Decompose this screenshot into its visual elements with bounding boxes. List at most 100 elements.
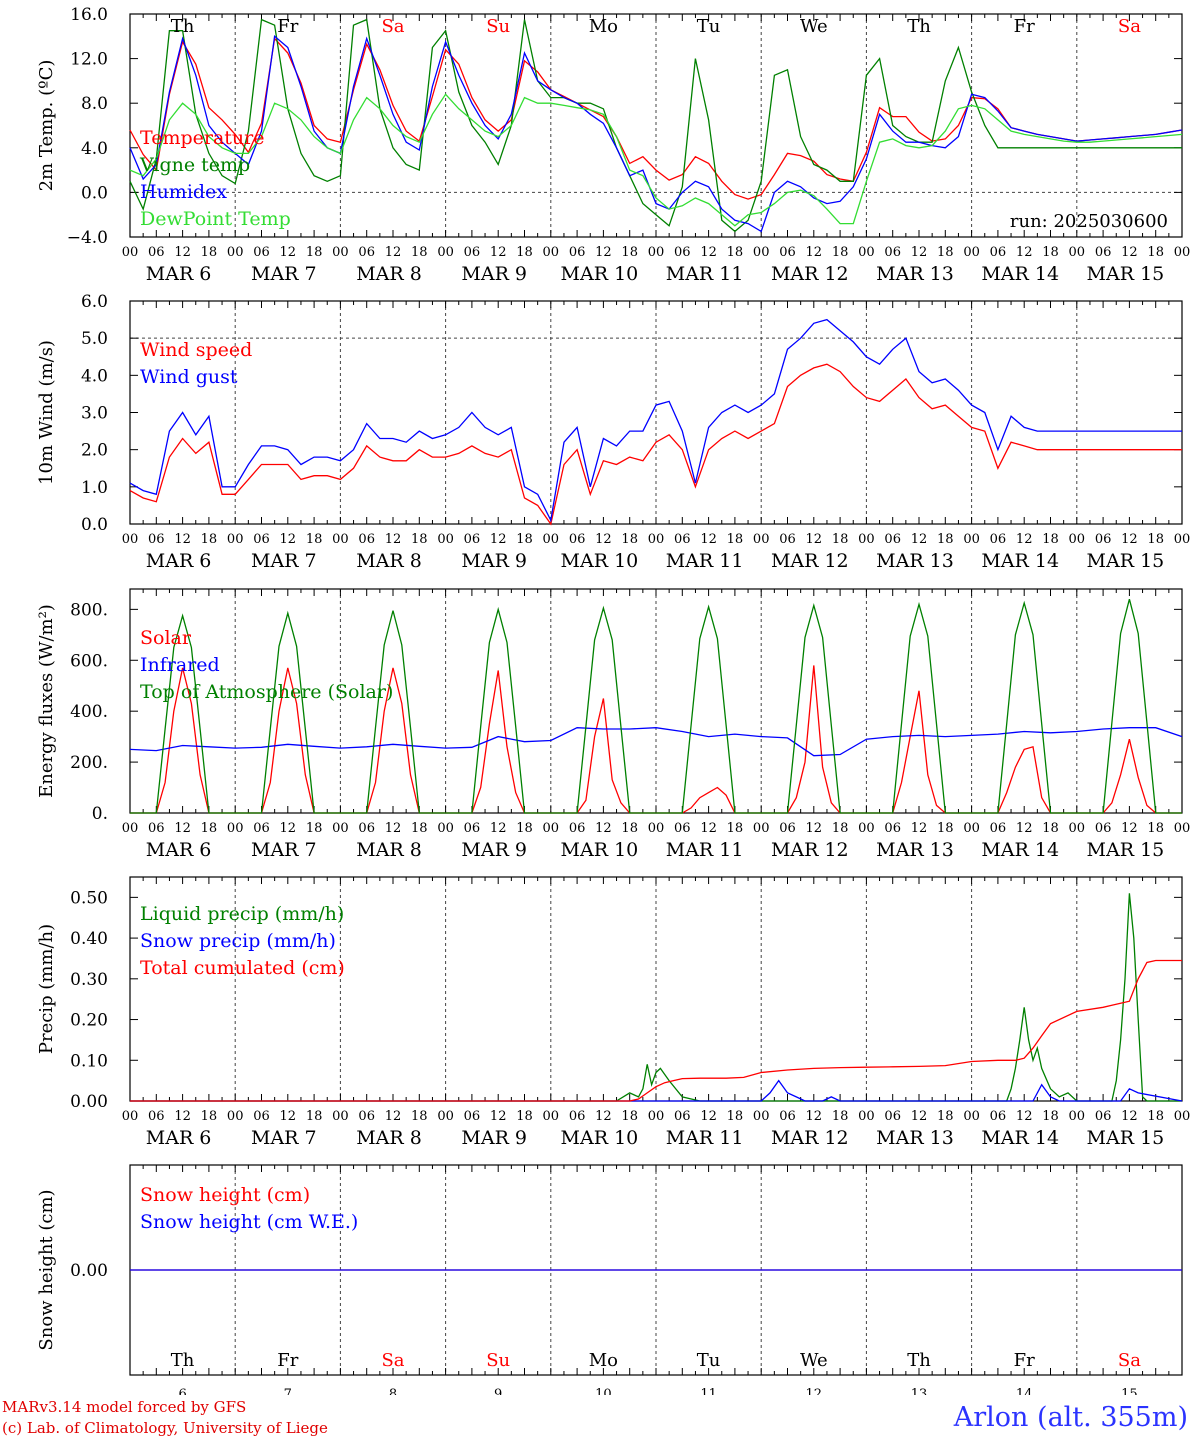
hour-label: 12 [280,821,297,836]
hour-label: 18 [1042,532,1059,547]
hour-label: 00 [963,532,980,547]
day-of-week-label: Sa [1118,16,1141,37]
y-tick-label: −4.0 [67,228,108,248]
hour-label: 12 [280,1109,297,1124]
hour-label: 18 [937,1109,954,1124]
hour-label: 12 [174,821,191,836]
hour-label: 00 [437,245,454,260]
series-line-total-cumulated-cm- [130,959,1182,1102]
hour-label: 00 [648,532,665,547]
date-label: MAR 11 [666,1127,744,1149]
hour-label: 12 [1016,821,1033,836]
hour-label: 18 [621,245,638,260]
hour-label: 12 [280,245,297,260]
plot-frame [129,300,1183,525]
hour-label: 18 [621,532,638,547]
hour-label: 06 [779,821,796,836]
hour-label: 06 [358,1109,375,1124]
hour-label: 18 [937,821,954,836]
hour-label: 00 [858,532,875,547]
hour-label: 18 [727,532,744,547]
series-line-infrared [129,727,1183,757]
hour-label: 12 [911,821,928,836]
y-tick-label: 5.0 [81,329,108,349]
hour-label: 06 [148,1109,165,1124]
hour-label: 00 [332,1109,349,1124]
legend-entry: Infrared [140,654,220,676]
hour-label: 00 [543,245,560,260]
date-label: MAR 7 [251,263,317,285]
hour-label: 12 [385,245,402,260]
series-line-humidex [129,35,1183,233]
run-label: run: 2025030600 [1010,211,1168,232]
hour-label: 12 [806,821,823,836]
y-tick-label: 2.0 [81,441,108,461]
date-label: MAR 12 [771,550,849,572]
hour-label: 06 [884,821,901,836]
hour-label: 00 [1174,821,1191,836]
day-number-label: 7 [284,1387,292,1395]
date-label: MAR 11 [666,263,744,285]
hour-label: 12 [911,1109,928,1124]
hour-label: 06 [569,1109,586,1124]
date-label: MAR 12 [771,839,849,861]
hour-label: 12 [911,532,928,547]
hour-label: 06 [148,532,165,547]
hour-label: 06 [253,1109,270,1124]
hour-label: 00 [1069,532,1086,547]
hour-label: 12 [595,245,612,260]
y-tick-label: 16.0 [70,5,108,25]
date-label: MAR 11 [666,550,744,572]
date-label: MAR 13 [876,839,954,861]
hour-label: 06 [358,532,375,547]
hour-label: 06 [1095,821,1112,836]
hour-label: 06 [674,532,691,547]
hour-label: 18 [516,245,533,260]
hour-label: 18 [621,821,638,836]
legend-entry: Liquid precip (mm/h) [140,903,344,925]
hour-label: 12 [806,1109,823,1124]
hour-label: 18 [516,1109,533,1124]
hour-label: 12 [700,1109,717,1124]
hour-label: 18 [1147,245,1164,260]
day-of-week-label: Tu [697,16,721,37]
date-label: MAR 13 [876,263,954,285]
hour-label: 00 [753,1109,770,1124]
hour-label: 12 [1016,1109,1033,1124]
hour-label: 00 [543,1109,560,1124]
hour-label: 06 [569,245,586,260]
legend-entry: Humidex [140,181,227,203]
date-label: MAR 8 [356,263,422,285]
series-line-snow-precip-mm-h- [130,1079,1183,1102]
hour-label: 06 [990,532,1007,547]
day-number-label: 12 [806,1387,823,1395]
legend-entry: Wind gust [140,366,238,388]
y-tick-label: 12.0 [70,50,108,70]
legend-entry: DewPoint Temp [140,208,291,230]
hour-label: 18 [411,245,428,260]
panel-1: −4.0 0.0 4.0 8.0 12.0 16.0 2m Temp. (ºC) Temper… [36,5,1190,285]
date-label: MAR 8 [356,550,422,572]
day-number-label: 13 [911,1387,928,1395]
day-of-week-label: Tu [697,1350,721,1371]
hour-label: 06 [990,821,1007,836]
hour-label: 18 [937,532,954,547]
day-of-week-label: Fr [1014,1350,1035,1371]
date-label: MAR 7 [251,1127,317,1149]
date-label: MAR 14 [981,263,1059,285]
hour-label: 00 [227,532,244,547]
hour-label: 00 [332,245,349,260]
day-of-week-label: Mo [589,1350,618,1371]
date-label: MAR 8 [356,1127,422,1149]
hour-label: 18 [832,532,849,547]
hour-label: 18 [727,821,744,836]
hour-label: 06 [148,245,165,260]
hour-label: 00 [437,532,454,547]
hour-label: 18 [306,1109,323,1124]
date-label: MAR 12 [771,263,849,285]
day-of-week-label: Th [907,1350,931,1371]
hour-label: 18 [411,1109,428,1124]
hour-label: 00 [122,1109,139,1124]
day-of-week-label: Fr [277,16,298,37]
date-label: MAR 14 [981,550,1059,572]
